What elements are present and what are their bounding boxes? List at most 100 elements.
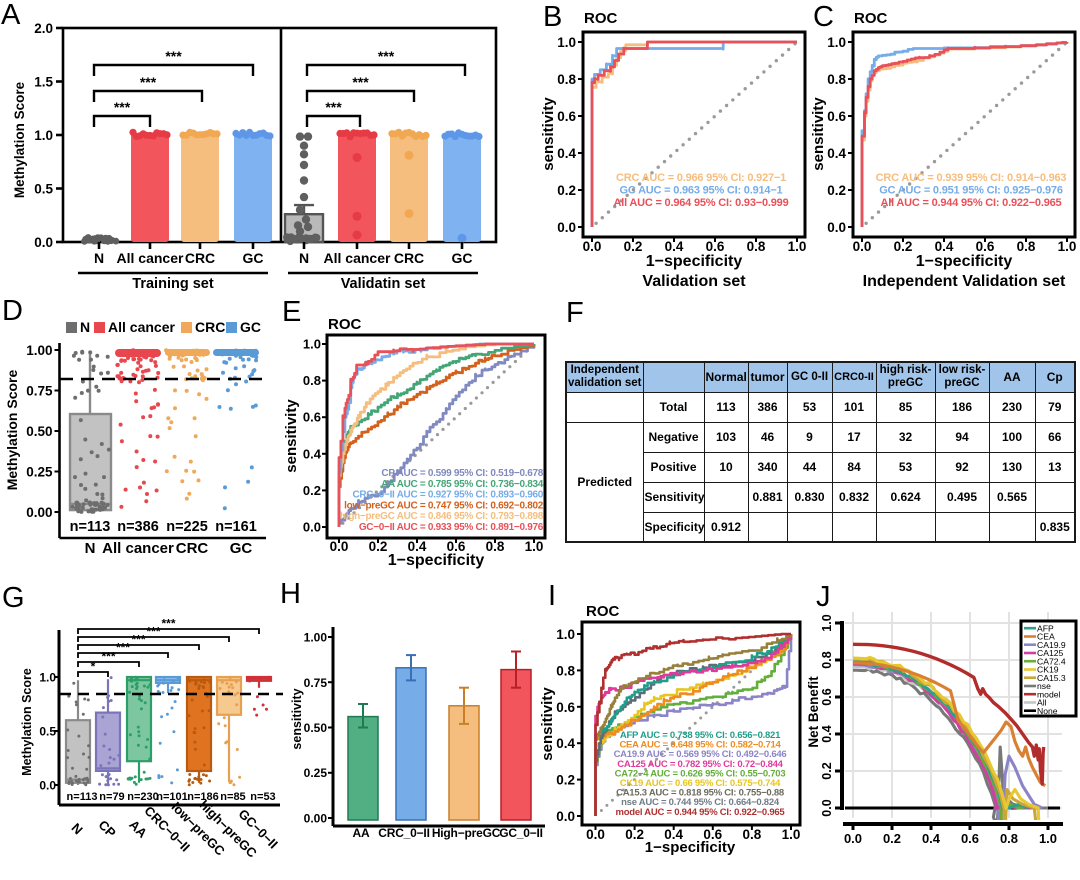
svg-text:0.8: 0.8 xyxy=(820,651,834,668)
svg-text:n=386: n=386 xyxy=(117,519,159,535)
svg-text:0.2: 0.2 xyxy=(303,483,321,498)
svg-text:H: H xyxy=(280,578,301,610)
svg-text:AFP AUC = 0.738 95% CI: 0.656−: AFP AUC = 0.738 95% CI: 0.656−0.821 xyxy=(620,730,781,741)
svg-text:0.75: 0.75 xyxy=(26,384,53,399)
svg-text:All cancer: All cancer xyxy=(102,540,174,557)
svg-text:A: A xyxy=(1,0,21,31)
svg-text:model: model xyxy=(1037,689,1060,699)
svg-text:Methylation Score: Methylation Score xyxy=(12,81,27,198)
svg-text:*: * xyxy=(91,660,96,674)
svg-text:CP AUC = 0.599 95% CI: 0.519−0: CP AUC = 0.599 95% CI: 0.519−0.678 xyxy=(381,468,543,479)
svg-text:0.0: 0.0 xyxy=(844,831,862,846)
svg-text:CA19.9 AUC = 0.569 95% CI: 0.4: CA19.9 AUC = 0.569 95% CI: 0.492−0.646 xyxy=(614,749,787,760)
svg-text:0.2: 0.2 xyxy=(557,183,576,198)
svg-text:0.4: 0.4 xyxy=(665,239,684,254)
svg-text:n=161: n=161 xyxy=(215,519,257,535)
svg-text:***: *** xyxy=(165,48,182,64)
svg-text:High−preGC: High−preGC xyxy=(432,826,501,840)
svg-text:n=230: n=230 xyxy=(127,791,159,803)
svg-text:ROC: ROC xyxy=(854,10,888,27)
svg-text:0.4: 0.4 xyxy=(557,146,576,161)
svg-text:CA15.3: CA15.3 xyxy=(1037,673,1066,683)
svg-text:1.00: 1.00 xyxy=(304,631,328,645)
svg-text:***: *** xyxy=(325,99,342,115)
svg-text:AFP: AFP xyxy=(1037,623,1054,633)
svg-text:1.0: 1.0 xyxy=(34,128,53,143)
svg-text:0.0: 0.0 xyxy=(583,239,602,254)
svg-text:GC AUC = 0.951 95% CI: 0.925−0: GC AUC = 0.951 95% CI: 0.925−0.976 xyxy=(879,185,1063,197)
svg-text:0.4: 0.4 xyxy=(820,725,834,742)
svg-text:Validation set: Validation set xyxy=(642,273,746,290)
svg-text:0.8: 0.8 xyxy=(743,827,762,842)
svg-text:CP: CP xyxy=(95,817,119,841)
svg-text:1.0: 1.0 xyxy=(557,35,576,50)
svg-text:1−specificity: 1−specificity xyxy=(916,253,1013,270)
svg-text:high−preGC AUC = 0.846 95% CI:: high−preGC AUC = 0.846 95% CI: 0.793−0.8… xyxy=(340,511,544,522)
svg-text:All cancer: All cancer xyxy=(108,319,175,335)
svg-text:***: *** xyxy=(146,625,160,639)
svg-text:1.0: 1.0 xyxy=(556,627,575,642)
svg-text:Net Benefit: Net Benefit xyxy=(806,676,821,748)
svg-text:CRC: CRC xyxy=(394,250,424,266)
svg-text:I: I xyxy=(548,580,556,612)
svg-text:0.2: 0.2 xyxy=(883,831,901,846)
svg-text:1.00: 1.00 xyxy=(26,343,52,358)
svg-text:0.6: 0.6 xyxy=(976,239,995,254)
svg-text:0.6: 0.6 xyxy=(303,410,321,425)
svg-text:0.8: 0.8 xyxy=(303,373,321,388)
svg-text:GC: GC xyxy=(452,250,473,266)
svg-text:0.4: 0.4 xyxy=(303,446,322,461)
svg-text:0.0: 0.0 xyxy=(827,220,846,235)
svg-text:CK19: CK19 xyxy=(1037,665,1059,675)
svg-text:0.6: 0.6 xyxy=(820,688,834,705)
svg-text:0.4: 0.4 xyxy=(922,831,941,846)
svg-text:0.0: 0.0 xyxy=(34,235,53,250)
svg-text:0.0: 0.0 xyxy=(556,809,575,824)
svg-text:1−specificity: 1−specificity xyxy=(646,253,743,270)
svg-text:0.0: 0.0 xyxy=(303,520,321,535)
svg-text:0.6: 0.6 xyxy=(703,827,722,842)
svg-text:***: *** xyxy=(101,650,115,664)
svg-text:n=79: n=79 xyxy=(99,791,124,803)
svg-text:1.0: 1.0 xyxy=(788,239,807,254)
svg-text:nse AUC = 0.744 95% CI: 0.664−: nse AUC = 0.744 95% CI: 0.664−0.824 xyxy=(621,797,780,808)
svg-text:0.6: 0.6 xyxy=(827,109,846,124)
svg-text:0.8: 0.8 xyxy=(1000,831,1018,846)
svg-text:n=113: n=113 xyxy=(67,791,98,803)
svg-text:0.75: 0.75 xyxy=(304,676,328,690)
svg-text:GC−0−II AUC = 0.933 95% CI: 0.: GC−0−II AUC = 0.933 95% CI: 0.891−0.976 xyxy=(359,522,544,533)
svg-text:low−preGC AUC = 0.747 95% CI:: low−preGC AUC = 0.747 95% CI: 0.692−0.80… xyxy=(344,500,544,511)
svg-text:2.0: 2.0 xyxy=(34,21,53,36)
svg-text:CRC: CRC xyxy=(185,250,215,266)
svg-text:0.4: 0.4 xyxy=(935,239,954,254)
svg-text:***: *** xyxy=(352,74,369,90)
svg-text:sensitivity: sensitivity xyxy=(539,687,556,761)
svg-text:ROC: ROC xyxy=(328,316,362,333)
svg-text:0.2: 0.2 xyxy=(820,762,834,779)
svg-text:0.25: 0.25 xyxy=(304,766,328,780)
svg-text:CEA AUC = 0.648 95% CI: 0.582−: CEA AUC = 0.648 95% CI: 0.582−0.714 xyxy=(619,740,781,751)
svg-text:0.0: 0.0 xyxy=(586,827,605,842)
svg-text:GC AUC = 0.963 95% CI: 0.914−1: GC AUC = 0.963 95% CI: 0.914−1 xyxy=(620,185,783,197)
svg-text:0.6: 0.6 xyxy=(961,831,979,846)
svg-text:nse: nse xyxy=(1037,681,1051,691)
svg-text:0.2: 0.2 xyxy=(624,239,643,254)
svg-text:GC: GC xyxy=(243,250,264,266)
svg-text:CA125: CA125 xyxy=(1037,648,1063,658)
svg-text:CRC: CRC xyxy=(195,319,225,335)
svg-text:0.50: 0.50 xyxy=(26,424,52,439)
svg-text:GC_0−II: GC_0−II xyxy=(499,826,543,840)
svg-text:1.0: 1.0 xyxy=(782,827,801,842)
svg-text:0.6: 0.6 xyxy=(706,239,725,254)
svg-text:CA72−4 AUC = 0.626 95% CI: 0.5: CA72−4 AUC = 0.626 95% CI: 0.55−0.703 xyxy=(615,768,786,779)
svg-text:F: F xyxy=(566,297,584,329)
svg-text:1.0: 1.0 xyxy=(525,539,544,554)
svg-text:Validatin set: Validatin set xyxy=(341,276,426,292)
svg-text:0.8: 0.8 xyxy=(747,239,766,254)
svg-text:1−specificity: 1−specificity xyxy=(645,839,736,856)
svg-text:E: E xyxy=(282,296,301,328)
svg-text:GC: GC xyxy=(230,540,253,557)
svg-text:***: *** xyxy=(131,633,145,647)
svg-text:0.6: 0.6 xyxy=(557,109,576,124)
svg-text:All cancer: All cancer xyxy=(324,250,391,266)
